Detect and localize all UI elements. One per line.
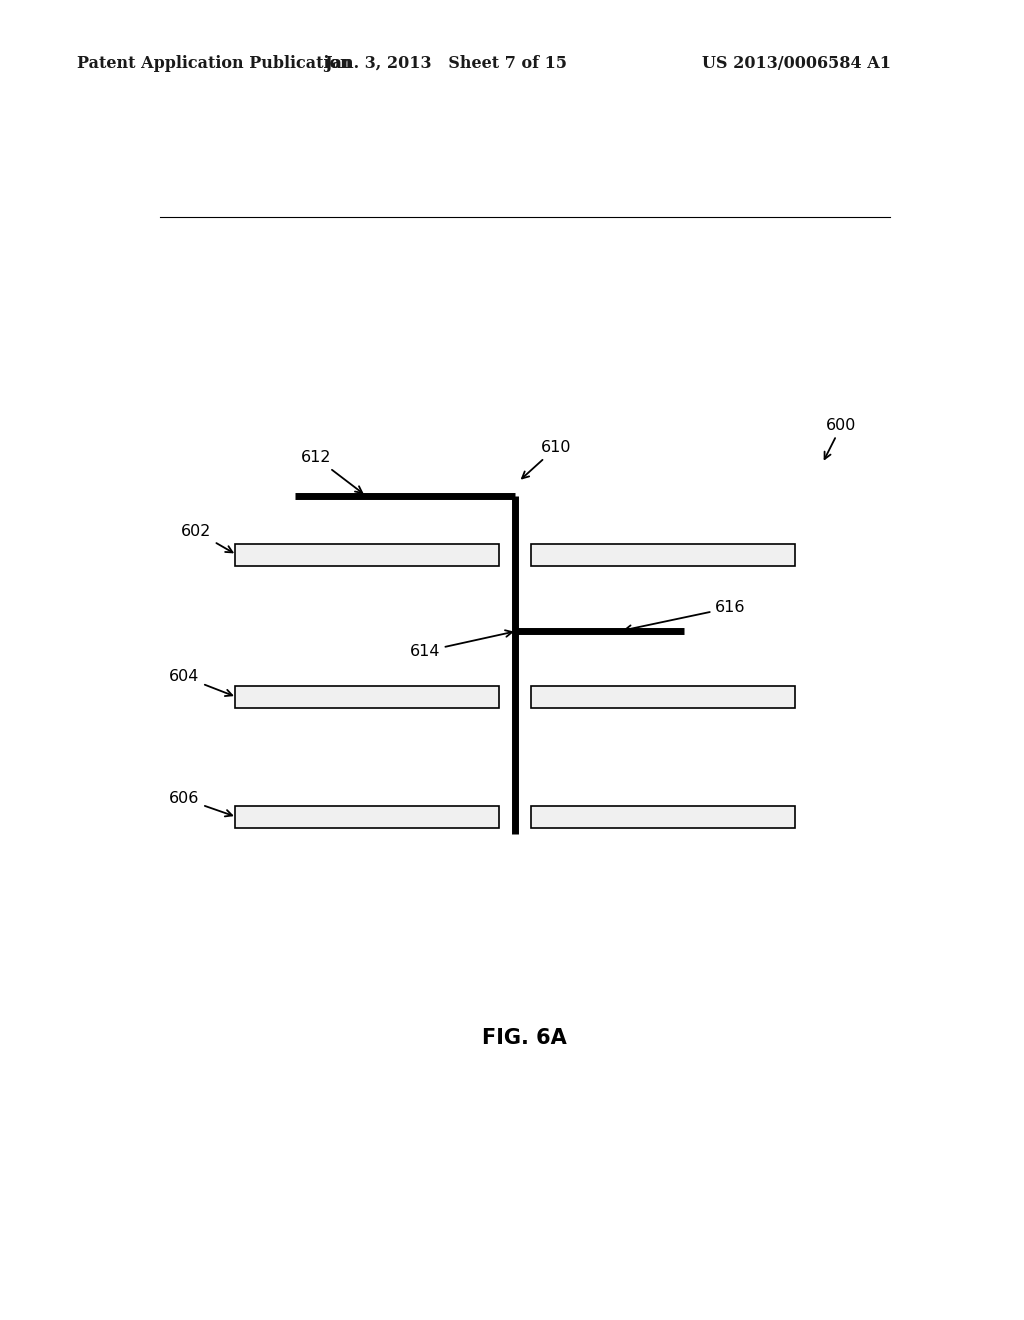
Text: FIG. 6A: FIG. 6A [482,1027,567,1048]
Bar [236,544,500,566]
Text: 610: 610 [522,440,571,478]
Text: 614: 614 [410,630,512,659]
Text: 616: 616 [625,601,745,632]
Bar [236,805,500,828]
Bar [531,544,795,566]
Text: Patent Application Publication: Patent Application Publication [77,55,351,71]
Text: Jan. 3, 2013   Sheet 7 of 15: Jan. 3, 2013 Sheet 7 of 15 [324,55,567,71]
Bar [236,686,500,709]
Text: 602: 602 [181,524,232,552]
Bar [531,805,795,828]
Text: 612: 612 [301,450,362,492]
Bar [531,686,795,709]
Text: 600: 600 [824,418,857,459]
Text: 606: 606 [169,791,232,816]
Text: 604: 604 [169,669,232,696]
Text: US 2013/0006584 A1: US 2013/0006584 A1 [701,55,891,71]
